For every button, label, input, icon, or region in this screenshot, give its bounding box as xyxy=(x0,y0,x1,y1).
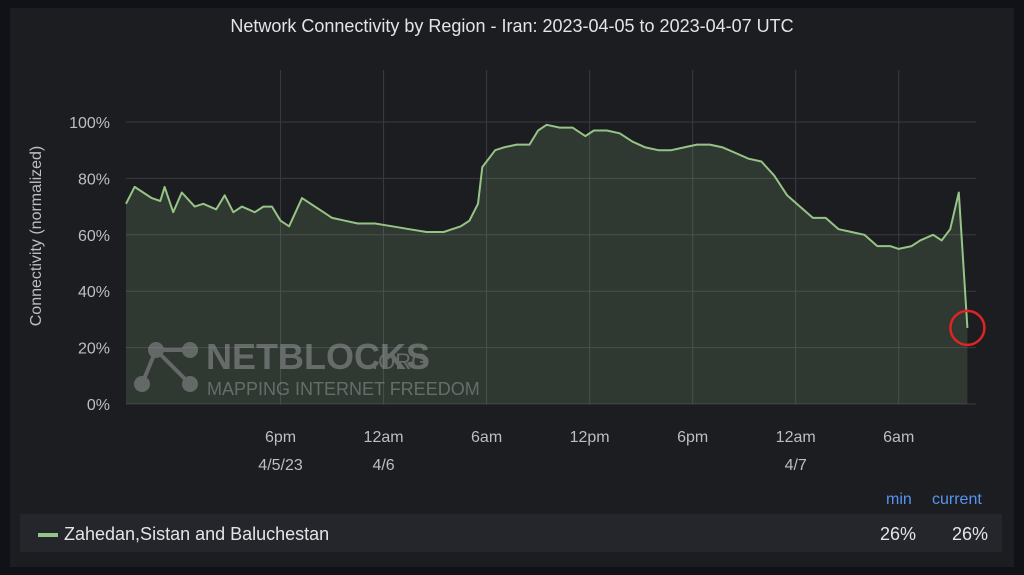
legend-min-value: 26% xyxy=(880,524,917,544)
y-tick-label: 40% xyxy=(78,284,110,301)
x-tick-label: 6pm xyxy=(677,429,708,446)
x-tick-label: 12am xyxy=(776,429,816,446)
series-area xyxy=(126,124,968,405)
series-line-path xyxy=(125,123,969,328)
y-axis-label: Connectivity (normalized) xyxy=(28,146,45,327)
legend-current-header[interactable]: current xyxy=(932,491,982,508)
x-tick-label: 6pm xyxy=(265,429,296,446)
netblocks-logo-icon xyxy=(134,342,198,392)
x-tick-label: 12am xyxy=(364,429,404,446)
y-tick-label: 20% xyxy=(78,341,110,358)
x-tick-label: 12pm xyxy=(570,429,610,446)
legend-header: min current xyxy=(860,491,1000,511)
graph-panel xyxy=(10,8,1014,567)
grid xyxy=(126,70,976,405)
series-area-fill xyxy=(126,124,968,405)
legend-row[interactable]: Zahedan,Sistan and Baluchestan 26% 26% xyxy=(20,514,1002,552)
legend-min-header[interactable]: min xyxy=(886,491,912,508)
annotations xyxy=(949,309,986,347)
y-tick-label: 60% xyxy=(78,228,110,245)
x-axis-ticks: 6pm 4/5/23 12am 4/6 6am 12pm 6pm 12am 4/7 6am xyxy=(258,429,914,474)
series-line xyxy=(125,123,969,328)
y-tick-label: 0% xyxy=(87,397,110,414)
x-tick-label: 6am xyxy=(883,429,914,446)
legend-series-name[interactable]: Zahedan,Sistan and Baluchestan xyxy=(64,524,330,544)
netblocks-watermark: NETBLOCKS .ORG MAPPING INTERNET FREEDOM xyxy=(134,336,480,399)
x-tick-label: 6am xyxy=(471,429,502,446)
y-tick-label: 100% xyxy=(69,115,110,132)
x-tick-sublabel: 4/6 xyxy=(372,457,394,474)
y-tick-label: 80% xyxy=(78,171,110,188)
x-tick-sublabel: 4/5/23 xyxy=(258,457,303,474)
watermark-suffix: .ORG xyxy=(372,349,428,374)
legend-color-swatch xyxy=(38,533,58,537)
highlight-circle xyxy=(949,309,986,347)
watermark-brand: NETBLOCKS xyxy=(206,336,430,377)
legend-current-value: 26% xyxy=(951,524,988,544)
y-axis-ticks: 0% 20% 40% 60% 80% 100% xyxy=(69,115,110,414)
chart-title: Network Connectivity by Region - Iran: 2… xyxy=(230,16,794,36)
x-tick-sublabel: 4/7 xyxy=(785,457,807,474)
watermark-tagline: MAPPING INTERNET FREEDOM xyxy=(207,379,480,399)
